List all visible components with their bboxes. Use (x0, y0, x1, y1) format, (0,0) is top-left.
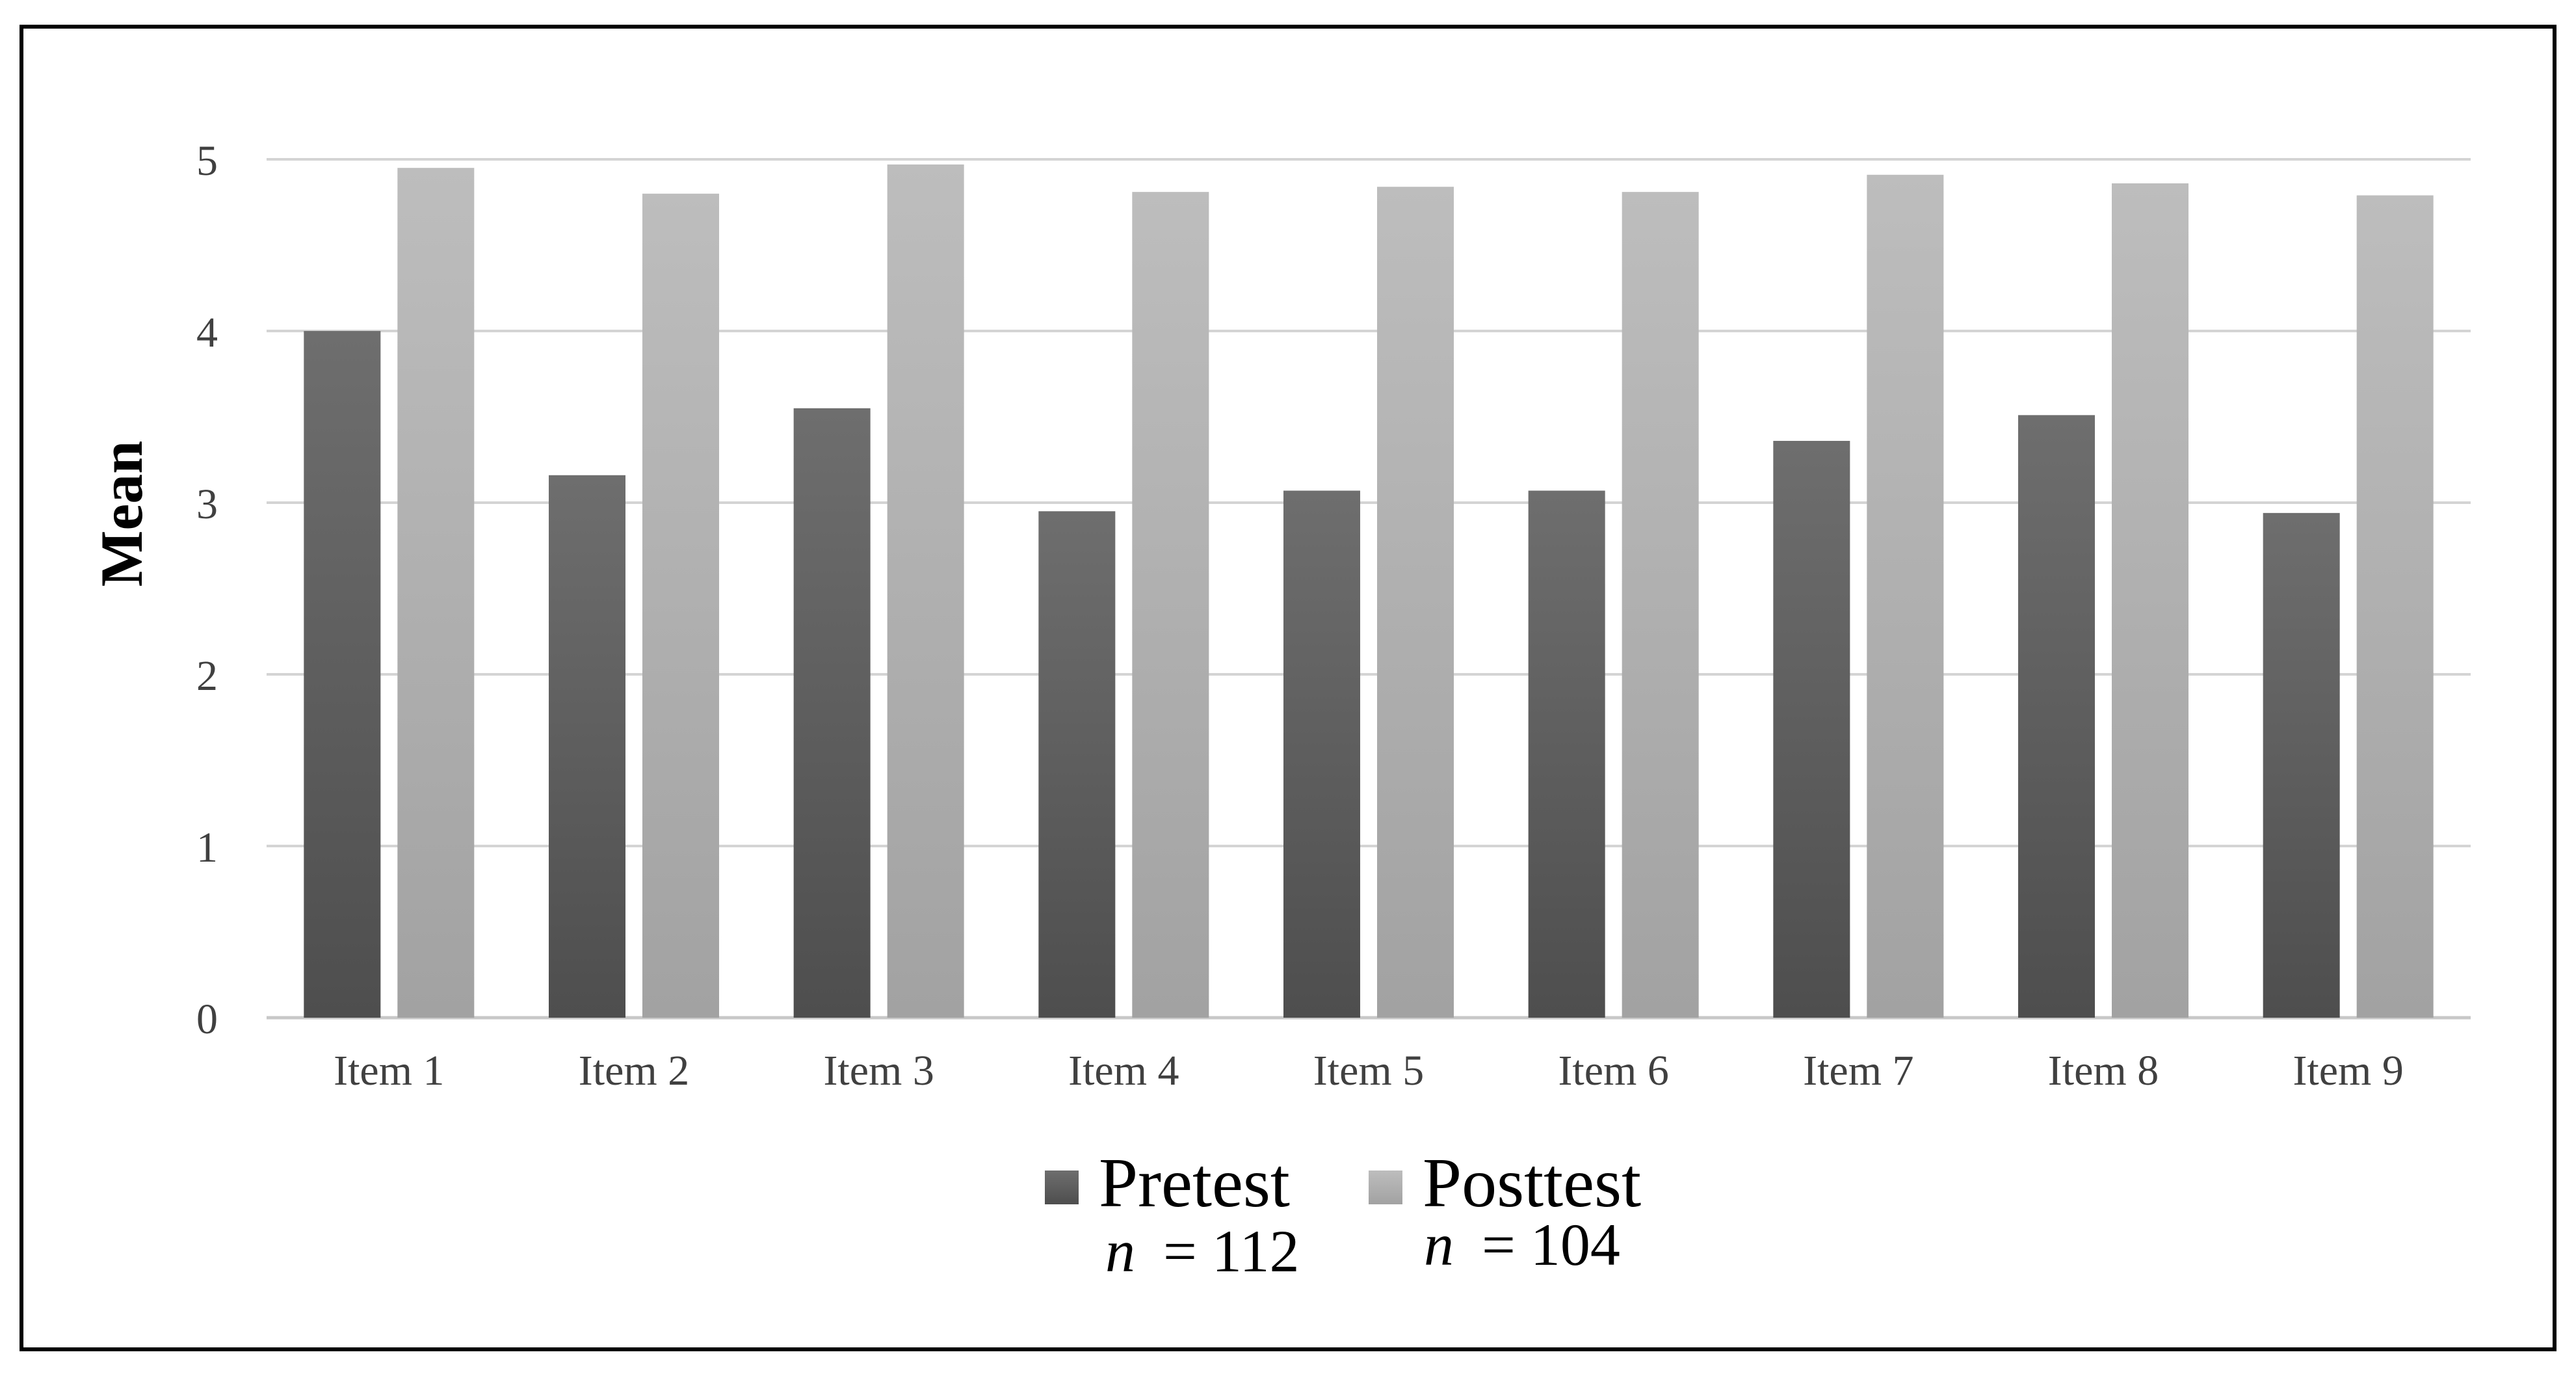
legend-swatch-posttest (1369, 1171, 1402, 1204)
bar-pretest-6 (1528, 490, 1605, 1018)
bar-pretest-5 (1283, 490, 1360, 1018)
bar-pretest-1 (304, 331, 381, 1018)
x-tick-label: Item 7 (1803, 1047, 1913, 1094)
x-axis-ticks: Item 1 Item 2 Item 3 Item 4 Item 5 Item 6 Item… (334, 1047, 2404, 1094)
bar-posttest-4 (1132, 192, 1209, 1018)
bar-pretest-2 (549, 475, 625, 1018)
y-axis-label: Mean (88, 441, 155, 587)
legend-label-posttest: Posttest (1423, 1144, 1641, 1222)
y-tick-label: 1 (196, 824, 218, 871)
x-tick-label: Item 6 (1558, 1047, 1668, 1094)
bar-pretest-7 (1773, 440, 1850, 1018)
gridlines (267, 158, 2471, 1020)
y-tick-label: 5 (196, 137, 218, 185)
legend-n-symbol-posttest: n (1424, 1211, 1454, 1278)
bar-posttest-7 (1867, 174, 1944, 1018)
legend-n-value-pretest: = 112 (1163, 1218, 1299, 1284)
x-tick-label: Item 1 (334, 1047, 444, 1094)
legend-n-pretest: n = 112 (1105, 1218, 1299, 1284)
legend-n-value-posttest: = 104 (1482, 1211, 1620, 1278)
y-axis-ticks: 0 1 2 3 4 5 (196, 137, 218, 1043)
y-tick-label: 4 (196, 309, 218, 356)
bar-posttest-9 (2356, 195, 2434, 1018)
y-tick-label: 2 (196, 652, 218, 700)
bars (304, 164, 2434, 1018)
x-tick-label: Item 9 (2293, 1047, 2403, 1094)
legend-n-symbol-pretest: n (1105, 1218, 1135, 1284)
bar-posttest-6 (1622, 192, 1699, 1018)
y-tick-label: 3 (196, 481, 218, 528)
legend-label-pretest: Pretest (1099, 1144, 1290, 1222)
bar-pretest-8 (2018, 415, 2095, 1018)
x-tick-label: Item 4 (1068, 1047, 1179, 1094)
x-tick-label: Item 8 (2048, 1047, 2159, 1094)
x-tick-label: Item 3 (823, 1047, 934, 1094)
bar-posttest-1 (397, 168, 475, 1018)
bar-pretest-9 (2263, 512, 2340, 1018)
x-tick-label: Item 2 (579, 1047, 689, 1094)
bar-posttest-5 (1377, 187, 1454, 1018)
y-tick-label: 0 (196, 996, 218, 1043)
bar-posttest-3 (887, 164, 964, 1018)
bar-pretest-4 (1038, 511, 1116, 1018)
x-tick-label: Item 5 (1313, 1047, 1424, 1094)
legend: Pretest n = 112 Posttest n = 104 (1045, 1144, 1641, 1284)
bar-posttest-2 (642, 193, 719, 1018)
legend-swatch-pretest (1045, 1171, 1079, 1204)
legend-n-posttest: n = 104 (1424, 1211, 1620, 1278)
bar-pretest-3 (793, 408, 871, 1018)
bar-posttest-8 (2112, 183, 2188, 1018)
